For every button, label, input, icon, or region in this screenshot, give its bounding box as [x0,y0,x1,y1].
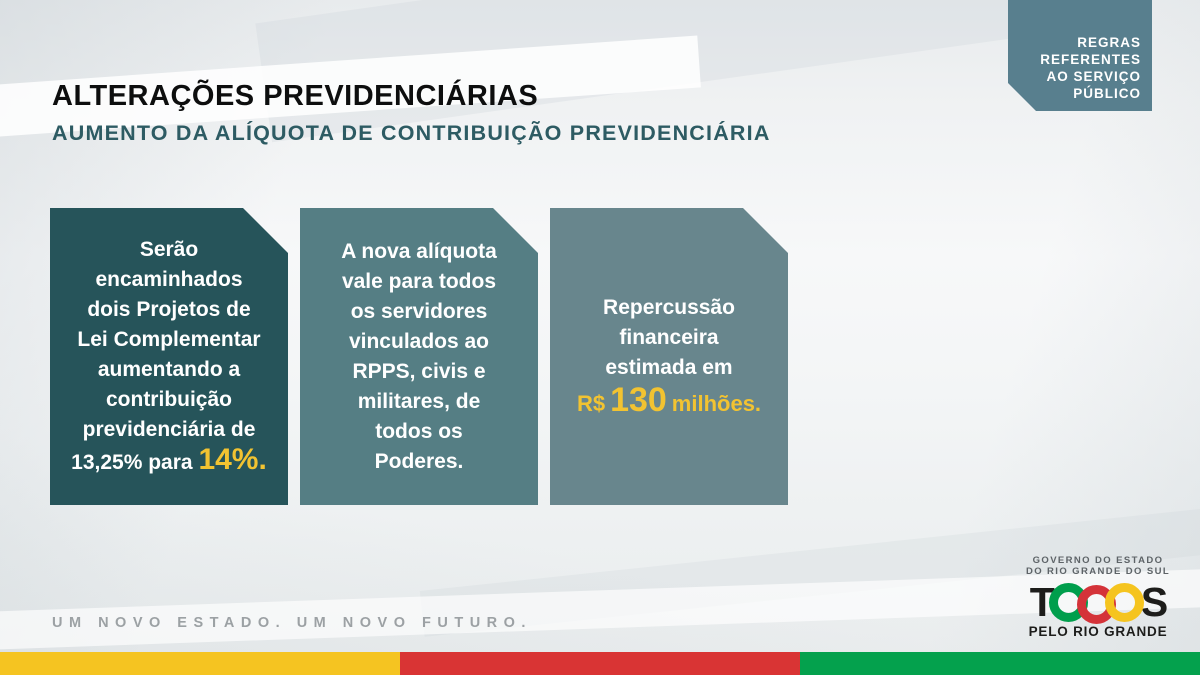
footer-slogan: UM NOVO ESTADO. UM NOVO FUTURO. [52,615,532,631]
stripe-red [400,652,800,675]
card-highlight-value: 14%. [198,443,267,476]
info-card-repercussao: Repercussão financeira estimada em R$ 130… [550,208,788,505]
topic-badge: REGRAS REFERENTES AO SERVIÇO PÚBLICO [1008,0,1152,111]
info-card-projetos-lei: Serão encaminhados dois Projetos de Lei … [50,208,288,505]
card-text: A nova alíquota vale para todos os servi… [341,239,497,473]
card-text: Repercussão financeira estimada em [603,296,735,379]
logo-letter-s: S [1140,579,1168,625]
logo-tagline: PELO RIO GRANDE [1028,624,1168,639]
cards-row: Serão encaminhados dois Projetos de Lei … [50,208,788,505]
info-card-nova-aliquota: A nova alíquota vale para todos os servi… [300,208,538,505]
topic-badge-label: REGRAS REFERENTES AO SERVIÇO PÚBLICO [1040,35,1141,101]
bottom-stripe-bar [0,652,1200,675]
currency-prefix: R$ [576,391,606,416]
card-text-main: Serão encaminhados dois Projetos de Lei … [71,238,261,474]
government-label: GOVERNO DO ESTADO DO RIO GRANDE DO SUL [1025,555,1171,577]
todos-logo: T S [1013,579,1183,625]
stripe-green [800,652,1200,675]
government-logo-block: GOVERNO DO ESTADO DO RIO GRANDE DO SUL T… [1013,555,1183,639]
amount-unit: milhões. [671,391,762,416]
stripe-yellow [0,652,400,675]
amount-value: 130 [610,381,667,419]
page-title: ALTERAÇÕES PREVIDENCIÁRIAS [52,80,539,112]
card-text: Serão encaminhados dois Projetos de Lei … [71,235,267,478]
logo-ring-yellow-icon [1104,582,1144,622]
card-highlight-row: R$ 130 milhões. [577,383,761,420]
page-subtitle: AUMENTO DA ALÍQUOTA DE CONTRIBUIÇÃO PREV… [52,121,771,145]
